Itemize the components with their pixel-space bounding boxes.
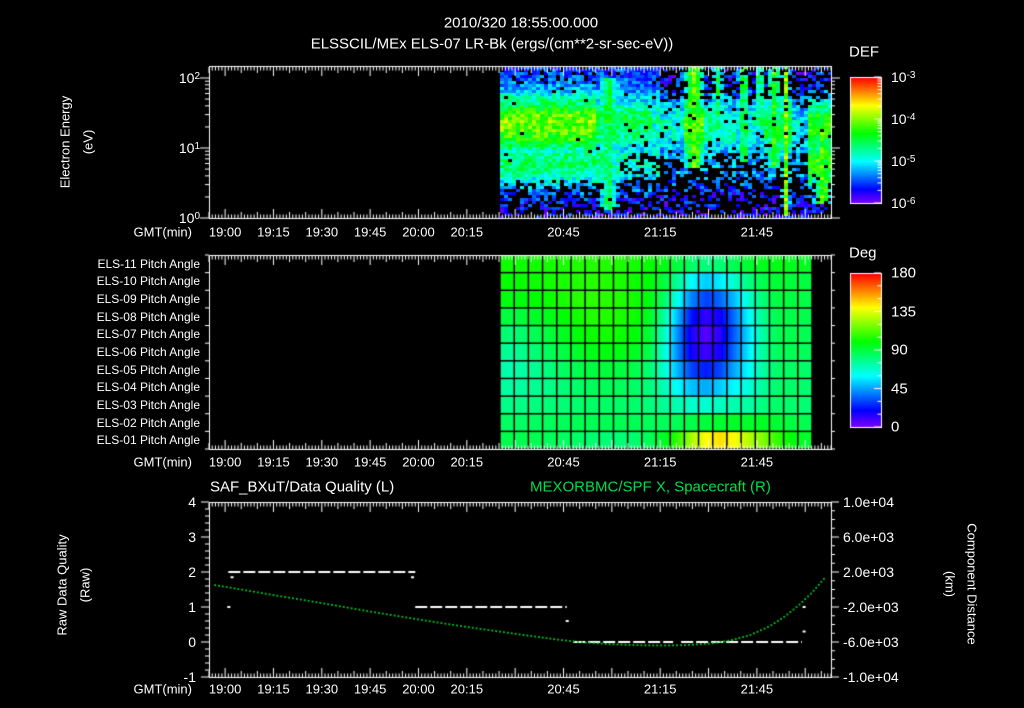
deg-tick-label: 135: [891, 303, 917, 320]
els-row-label-11: ELS-11 Pitch Angle: [97, 256, 200, 271]
quality-tick-label: 1: [188, 599, 196, 615]
deg-tick-label: 180: [891, 264, 917, 282]
exponent: -6: [906, 196, 916, 207]
gmt-label-bottom: GMT(min): [133, 681, 193, 697]
time-tick-top-20:15: 20:15: [450, 224, 484, 240]
raw-data-quality-axis-label: Raw Data Quality: [54, 534, 70, 636]
els-row-label-9: ELS-09 Pitch Angle: [96, 292, 200, 307]
distance-tick-label: 6.0e+03: [843, 529, 894, 545]
def-colorbar-title: DEF: [849, 43, 879, 61]
component-distance-units-label: (km): [942, 571, 958, 597]
time-tick-top-19:00: 19:00: [208, 224, 242, 240]
energy-tick-label: 101: [178, 140, 200, 156]
time-tick-middle-19:15: 19:15: [257, 454, 290, 470]
deg-tick-label: 45: [891, 380, 908, 397]
time-tick-middle-21:15: 21:15: [643, 454, 677, 470]
els-row-label-1: ELS-01 Pitch Angle: [96, 433, 200, 448]
quality-panel-title: SAF_BXuT/Data Quality (L): [210, 478, 395, 496]
exponent: -5: [906, 154, 916, 165]
time-tick-bottom-20:15: 20:15: [450, 681, 484, 697]
def-tick-label: 10-6: [891, 195, 916, 211]
time-tick-bottom-19:15: 19:15: [257, 681, 290, 697]
quality-tick-label: 4: [188, 494, 196, 510]
distance-tick-label: 1.0e+04: [843, 494, 894, 510]
def-tick-label: 10-5: [891, 153, 916, 169]
time-tick-top-19:15: 19:15: [257, 224, 290, 240]
page-title-date: 2010/320 18:55:00.000: [443, 14, 599, 32]
time-tick-bottom-19:45: 19:45: [353, 681, 387, 697]
exponent: 1: [194, 141, 200, 152]
time-tick-top-21:45: 21:45: [740, 224, 774, 240]
def-tick-label: 10-3: [891, 69, 916, 85]
distance-tick-label: -1.0e+04: [843, 669, 899, 685]
electron-energy-units-label: (eV): [80, 129, 96, 155]
distance-tick-label: -6.0e+03: [843, 634, 899, 650]
els-row-label-4: ELS-04 Pitch Angle: [96, 380, 200, 395]
time-tick-top-20:00: 20:00: [402, 224, 435, 240]
quality-tick-label: 2: [188, 564, 196, 580]
time-tick-bottom-21:15: 21:15: [643, 681, 677, 697]
distance-tick-label: 2.0e+03: [843, 564, 894, 580]
time-tick-top-19:45: 19:45: [353, 224, 387, 240]
els-row-label-8: ELS-08 Pitch Angle: [96, 309, 200, 324]
spectrogram-title: ELSSCIL/MEx ELS-07 LR-Bk (ergs/(cm**2-sr…: [310, 35, 674, 53]
deg-colorbar-title: Deg: [849, 244, 877, 262]
time-tick-top-19:30: 19:30: [305, 224, 339, 240]
component-distance-axis-label: Component Distance: [964, 523, 980, 645]
time-tick-middle-19:30: 19:30: [305, 454, 339, 470]
deg-tick-label: 90: [891, 341, 908, 359]
els-row-label-3: ELS-03 Pitch Angle: [96, 397, 200, 412]
els-row-label-7: ELS-07 Pitch Angle: [96, 327, 200, 342]
time-tick-bottom-20:00: 20:00: [402, 681, 435, 697]
electron-energy-axis-label: Electron Energy: [57, 95, 73, 189]
time-tick-bottom-19:00: 19:00: [208, 681, 242, 697]
def-tick-label: 10-4: [891, 111, 916, 127]
time-tick-middle-19:00: 19:00: [208, 454, 242, 470]
time-tick-bottom-20:45: 20:45: [547, 681, 580, 697]
els-row-label-2: ELS-02 Pitch Angle: [96, 415, 200, 430]
time-tick-middle-21:45: 21:45: [740, 454, 774, 470]
time-tick-bottom-19:30: 19:30: [305, 681, 339, 697]
gmt-label-middle: GMT(min): [133, 454, 193, 470]
quality-tick-label: -1: [183, 669, 196, 685]
exponent: 2: [194, 71, 200, 82]
energy-tick-label: 102: [178, 70, 200, 86]
time-tick-middle-20:45: 20:45: [547, 454, 580, 470]
raw-data-quality-units-label: (Raw): [77, 567, 93, 603]
time-tick-middle-19:45: 19:45: [353, 454, 387, 470]
energy-tick-label: 100: [178, 210, 200, 226]
exponent: 0: [194, 211, 200, 222]
quality-tick-label: 0: [188, 634, 196, 650]
exponent: -3: [906, 70, 916, 81]
exponent: -4: [906, 112, 916, 123]
els-row-label-5: ELS-05 Pitch Angle: [96, 362, 200, 377]
time-tick-bottom-21:45: 21:45: [740, 681, 774, 697]
deg-tick-label: 0: [891, 418, 900, 436]
distance-tick-label: -2.0e+03: [843, 599, 899, 615]
time-tick-top-20:45: 20:45: [547, 224, 580, 240]
quality-tick-label: 3: [188, 529, 196, 545]
time-tick-top-21:15: 21:15: [643, 224, 677, 240]
spacecraft-panel-title: MEXORBMC/SPF X, Spacecraft (R): [530, 478, 771, 496]
gmt-label-top: GMT(min): [133, 224, 193, 240]
els-row-label-10: ELS-10 Pitch Angle: [96, 274, 200, 289]
time-tick-middle-20:15: 20:15: [450, 454, 484, 470]
time-tick-middle-20:00: 20:00: [402, 454, 435, 470]
els-row-label-6: ELS-06 Pitch Angle: [96, 345, 200, 359]
